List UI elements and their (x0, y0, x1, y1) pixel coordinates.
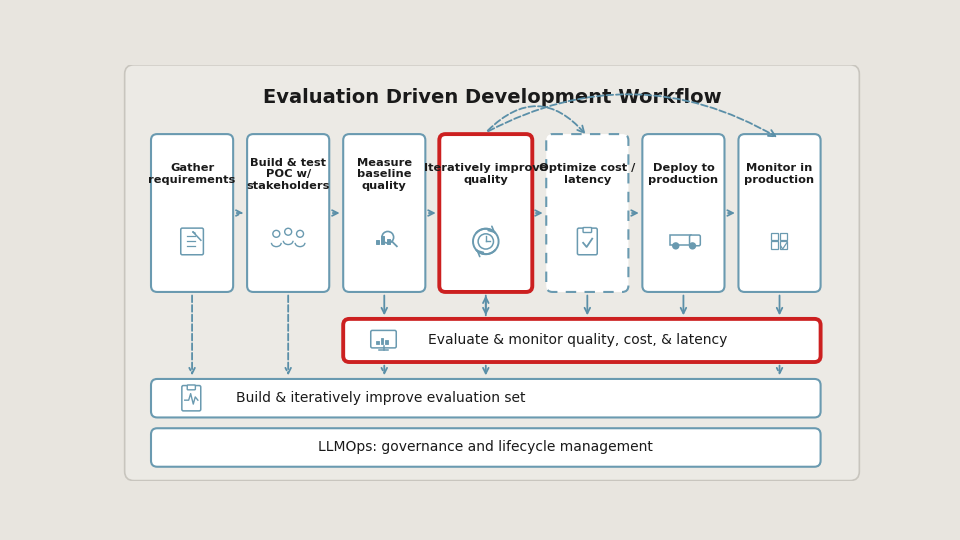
FancyBboxPatch shape (381, 237, 384, 244)
FancyArrowPatch shape (488, 106, 585, 133)
Text: Measure
baseline
quality: Measure baseline quality (357, 158, 412, 191)
Circle shape (478, 234, 493, 249)
FancyBboxPatch shape (187, 385, 196, 390)
Text: Gather
requirements: Gather requirements (149, 163, 236, 185)
Text: LLMOps: governance and lifecycle management: LLMOps: governance and lifecycle managem… (319, 441, 653, 455)
Text: Optimize cost /
latency: Optimize cost / latency (540, 163, 636, 185)
FancyBboxPatch shape (642, 134, 725, 292)
FancyBboxPatch shape (375, 240, 378, 244)
FancyArrowPatch shape (489, 94, 776, 136)
FancyBboxPatch shape (689, 235, 700, 246)
FancyBboxPatch shape (344, 134, 425, 292)
Text: Evaluate & monitor quality, cost, & latency: Evaluate & monitor quality, cost, & late… (428, 334, 728, 347)
Circle shape (689, 243, 695, 249)
FancyBboxPatch shape (181, 386, 201, 411)
FancyBboxPatch shape (381, 339, 383, 345)
FancyBboxPatch shape (151, 134, 233, 292)
Circle shape (297, 231, 303, 237)
Text: ×: × (772, 233, 779, 242)
Text: Build & test
POC w/
stakeholders: Build & test POC w/ stakeholders (247, 158, 330, 191)
Circle shape (273, 231, 279, 237)
FancyBboxPatch shape (780, 233, 787, 240)
Circle shape (285, 228, 292, 235)
FancyBboxPatch shape (151, 428, 821, 467)
FancyBboxPatch shape (180, 228, 204, 255)
Text: Monitor in
production: Monitor in production (744, 163, 815, 185)
FancyBboxPatch shape (151, 379, 821, 417)
Text: Iteratively improve
quality: Iteratively improve quality (424, 163, 547, 185)
FancyBboxPatch shape (386, 340, 388, 345)
FancyBboxPatch shape (546, 134, 629, 292)
FancyBboxPatch shape (780, 241, 787, 248)
FancyBboxPatch shape (577, 228, 597, 255)
FancyBboxPatch shape (387, 239, 390, 244)
Text: Deploy to
production: Deploy to production (648, 163, 718, 185)
Circle shape (673, 243, 679, 249)
FancyBboxPatch shape (440, 134, 532, 292)
FancyBboxPatch shape (125, 65, 859, 481)
FancyBboxPatch shape (371, 330, 396, 348)
FancyBboxPatch shape (771, 241, 779, 248)
Text: ×: × (780, 233, 787, 242)
FancyBboxPatch shape (583, 227, 591, 233)
FancyBboxPatch shape (344, 319, 821, 362)
FancyBboxPatch shape (376, 341, 378, 345)
Text: Build & iteratively improve evaluation set: Build & iteratively improve evaluation s… (236, 391, 526, 405)
FancyBboxPatch shape (670, 235, 691, 245)
Text: Evaluation Driven Development Workflow: Evaluation Driven Development Workflow (263, 87, 721, 106)
Text: ×: × (772, 241, 779, 250)
FancyBboxPatch shape (738, 134, 821, 292)
FancyBboxPatch shape (771, 233, 779, 240)
FancyBboxPatch shape (247, 134, 329, 292)
